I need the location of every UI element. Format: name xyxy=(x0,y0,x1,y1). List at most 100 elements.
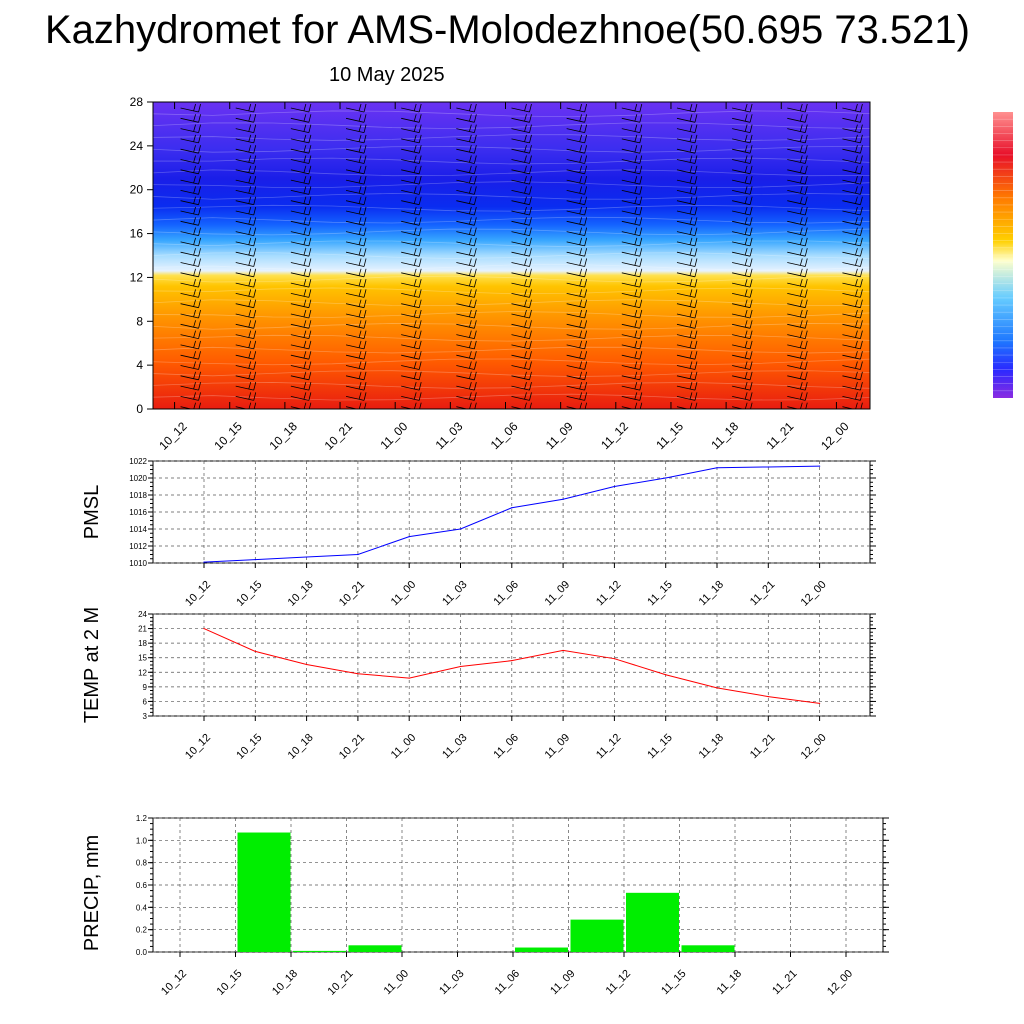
pmsl-point xyxy=(254,559,256,561)
wind-barb xyxy=(511,268,532,278)
wind-barb xyxy=(676,103,698,113)
wind-barb xyxy=(621,392,643,401)
wind-barb xyxy=(787,186,808,195)
wind-barb xyxy=(732,114,753,123)
wind-barb xyxy=(456,309,477,319)
wind-barb xyxy=(566,186,588,195)
wind-barb xyxy=(235,237,257,247)
wind-barb xyxy=(456,196,477,206)
temp-point xyxy=(306,663,308,666)
x-tick-label: 11_18 xyxy=(697,579,727,609)
x-tick-label: 11_03 xyxy=(437,968,467,998)
wind-barb xyxy=(235,278,257,288)
wind-barb xyxy=(511,124,532,133)
wind-barb xyxy=(676,299,698,309)
wind-barb xyxy=(180,330,201,339)
wind-barb xyxy=(456,278,477,288)
wind-barb xyxy=(235,114,257,123)
wind-barb xyxy=(180,114,201,123)
x-tick-label: 11_15 xyxy=(659,968,689,998)
wind-barb xyxy=(180,145,201,154)
wind-barb xyxy=(732,217,753,226)
wind-barb xyxy=(566,320,588,329)
wind-barb xyxy=(732,206,753,216)
precip-bar xyxy=(570,919,624,952)
wind-barb xyxy=(842,124,863,133)
pmsl-ylabel: PMSL xyxy=(81,485,103,539)
precip-bar xyxy=(515,947,568,952)
wind-barb xyxy=(732,155,753,164)
wind-barb xyxy=(787,227,808,236)
wind-barb xyxy=(345,155,367,164)
wind-barb xyxy=(787,206,808,216)
wind-barb xyxy=(180,289,201,298)
wind-barb xyxy=(621,371,643,381)
wind-barb xyxy=(511,248,532,257)
x-tick-label: 10_15 xyxy=(234,579,264,609)
wind-barb xyxy=(787,248,808,257)
wind-barb xyxy=(842,248,863,257)
wind-barb xyxy=(676,248,698,257)
wind-barb xyxy=(345,103,367,113)
wind-barb xyxy=(180,134,201,144)
temp-point xyxy=(562,649,564,652)
y-tick-label: 0.6 xyxy=(136,881,148,890)
wind-barb xyxy=(787,175,808,185)
wind-barb xyxy=(732,145,753,154)
wind-barb xyxy=(345,227,367,236)
y-tick-label: 1.2 xyxy=(136,814,148,823)
y-tick-label: 0.4 xyxy=(136,903,148,912)
y-tick-label: 1020 xyxy=(129,474,147,483)
wind-barb xyxy=(235,196,257,206)
wind-barb xyxy=(511,186,532,195)
wind-barbs xyxy=(180,103,863,409)
y-tick-label: 1014 xyxy=(129,525,147,534)
wind-barb xyxy=(456,361,477,370)
wind-barb xyxy=(345,289,367,298)
wind-barb xyxy=(621,103,643,113)
wind-barb xyxy=(787,196,808,206)
wind-barb xyxy=(842,392,863,401)
wind-barb xyxy=(401,103,422,113)
wind-barb xyxy=(621,278,643,288)
wind-barb xyxy=(842,206,863,216)
wind-barb xyxy=(401,124,422,133)
y-tick-label: 28 xyxy=(130,95,144,109)
wind-barb xyxy=(732,278,753,288)
wind-barb xyxy=(401,145,422,154)
wind-barb xyxy=(456,248,477,257)
wind-barb xyxy=(345,217,367,226)
contour-line xyxy=(153,370,870,377)
wind-barb xyxy=(566,124,588,133)
wind-barb xyxy=(732,248,753,257)
wind-barb xyxy=(511,165,532,175)
wind-barb xyxy=(676,155,698,164)
wind-barb xyxy=(732,381,753,391)
wind-barb xyxy=(787,155,808,164)
wind-barb xyxy=(732,361,753,370)
wind-barb xyxy=(676,340,698,350)
wind-barb xyxy=(566,134,588,144)
wind-barb xyxy=(401,371,422,381)
wind-barb xyxy=(787,361,808,370)
wind-barb xyxy=(456,392,477,401)
wind-barb xyxy=(290,278,312,288)
x-tick-label: 10_12 xyxy=(156,419,190,453)
wind-barb xyxy=(235,361,257,370)
x-tick-label: 10_12 xyxy=(183,732,213,762)
wind-barb xyxy=(787,237,808,247)
wind-barb xyxy=(345,165,367,175)
wind-barb xyxy=(842,309,863,319)
wind-barb xyxy=(511,340,532,350)
pmsl-point xyxy=(613,485,616,488)
wind-barb xyxy=(511,361,532,370)
wind-barb xyxy=(401,278,422,288)
wind-barb xyxy=(345,351,367,360)
wind-barb xyxy=(290,258,312,267)
y-tick-label: 8 xyxy=(136,314,143,328)
y-tick-label: 12 xyxy=(138,668,147,677)
wind-barb xyxy=(511,320,532,329)
wind-barb xyxy=(787,299,808,309)
wind-barb xyxy=(732,103,753,113)
